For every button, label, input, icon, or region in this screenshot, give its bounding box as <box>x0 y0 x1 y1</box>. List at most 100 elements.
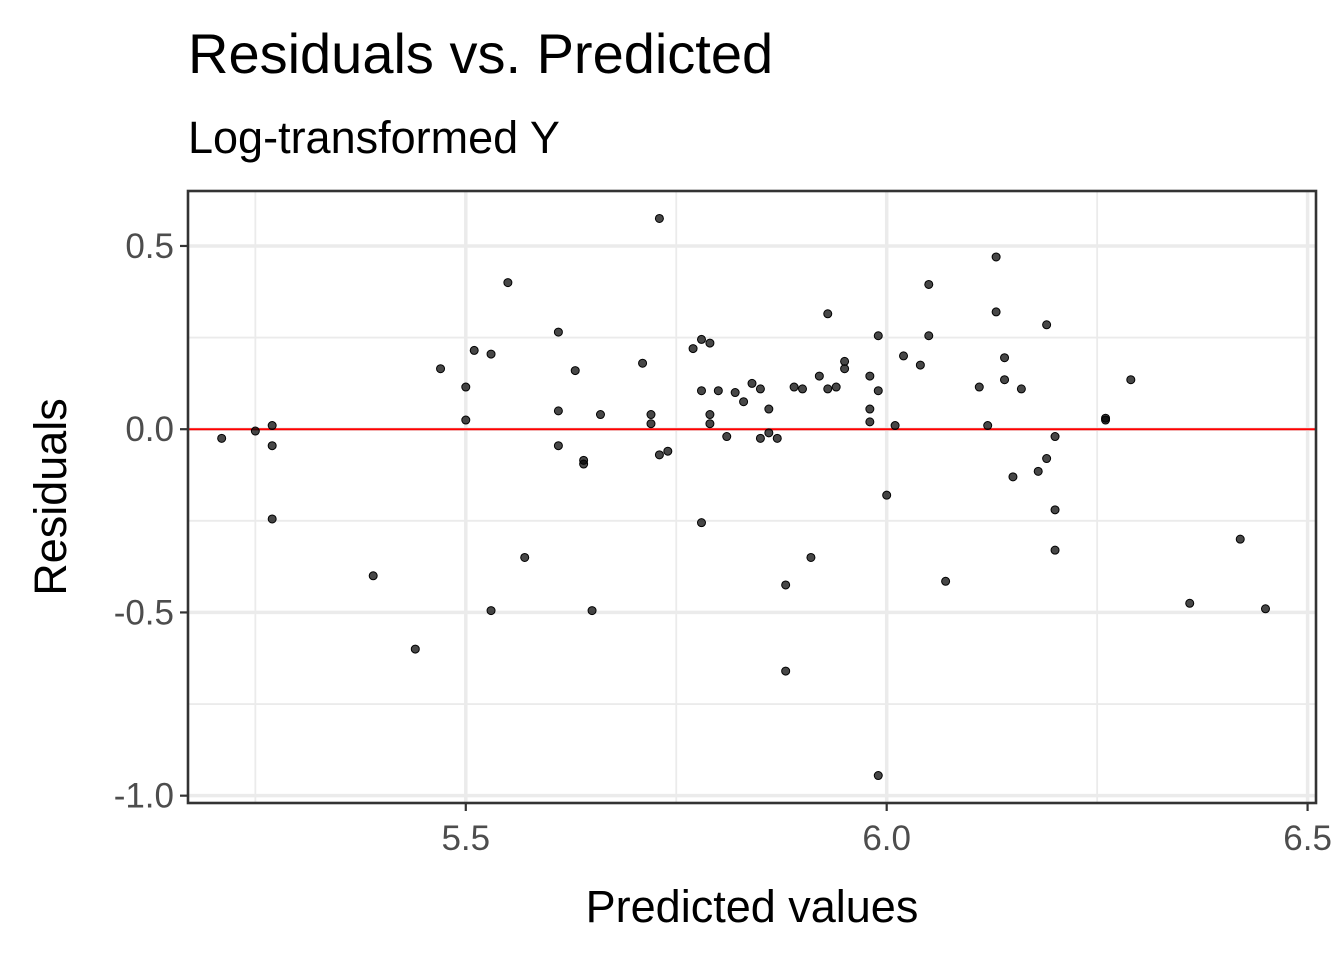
y-tick-label: 0.0 <box>125 410 174 449</box>
scatter-point <box>983 421 993 431</box>
data-points <box>217 213 1270 781</box>
y-tick-label: 0.5 <box>125 227 174 266</box>
grid-lines <box>188 191 1316 803</box>
scatter-point <box>368 571 378 581</box>
scatter-point <box>882 490 892 500</box>
scatter-point <box>486 349 496 359</box>
scatter-point <box>890 421 900 431</box>
scatter-point <box>654 450 664 460</box>
scatter-point <box>267 421 277 431</box>
scatter-point <box>520 552 530 562</box>
scatter-point <box>1042 454 1052 464</box>
scatter-point <box>873 331 883 341</box>
scatter-point <box>663 446 673 456</box>
scatter-point <box>654 213 664 223</box>
scatter-point <box>899 351 909 361</box>
scatter-point <box>764 428 774 438</box>
y-tick-label: -1.0 <box>114 777 174 816</box>
scatter-point <box>469 345 479 355</box>
scatter-point <box>587 606 597 616</box>
scatter-point <box>486 606 496 616</box>
scatter-point <box>1235 534 1245 544</box>
scatter-point <box>865 417 875 427</box>
scatter-point <box>991 307 1001 317</box>
scatter-point <box>806 552 816 562</box>
scatter-point <box>1101 413 1111 423</box>
plot-panel-border <box>186 189 1318 805</box>
scatter-point <box>873 386 883 396</box>
scatter-point <box>873 771 883 781</box>
y-tick-labels: -1.0 -0.5 0.0 0.5 <box>114 227 174 816</box>
scatter-point <box>781 666 791 676</box>
scatter-point <box>991 252 1001 262</box>
scatter-point <box>1008 472 1018 482</box>
scatter-point <box>553 406 563 416</box>
scatter-point <box>1042 320 1052 330</box>
scatter-point <box>461 415 471 425</box>
scatter-point <box>1260 604 1270 614</box>
x-tick-label: 6.0 <box>862 819 911 858</box>
scatter-point <box>924 331 934 341</box>
scatter-point <box>755 384 765 394</box>
scatter-point <box>1050 545 1060 555</box>
scatter-point <box>436 364 446 374</box>
scatter-point <box>941 576 951 586</box>
scatter-point <box>1050 505 1060 515</box>
scatter-point <box>865 404 875 414</box>
scatter-point <box>722 432 732 442</box>
scatter-point <box>840 356 850 366</box>
chart-subtitle: Log-transformed Y <box>188 112 560 163</box>
scatter-point <box>798 384 808 394</box>
scatter-point <box>705 419 715 429</box>
scatter-point <box>570 366 580 376</box>
scatter-point <box>764 404 774 414</box>
scatter-point <box>814 371 824 381</box>
y-tick-label: -0.5 <box>114 593 174 632</box>
scatter-point <box>730 388 740 398</box>
scatter-point <box>638 358 648 368</box>
scatter-point <box>646 419 656 429</box>
scatter-point <box>865 371 875 381</box>
x-tick-label: 6.5 <box>1283 819 1332 858</box>
scatter-point <box>579 459 589 469</box>
scatter-point <box>217 433 227 443</box>
scatter-point <box>688 344 698 354</box>
x-tick-labels: 5.5 6.0 6.5 <box>441 819 1331 858</box>
scatter-point <box>646 410 656 420</box>
scatter-point <box>924 279 934 289</box>
scatter-point <box>705 338 715 348</box>
scatter-point <box>1185 598 1195 608</box>
scatter-point <box>461 382 471 392</box>
scatter-point <box>696 386 706 396</box>
scatter-point <box>696 334 706 344</box>
scatter-point <box>739 397 749 407</box>
scatter-point <box>250 426 260 436</box>
scatter-point <box>781 580 791 590</box>
scatter-point <box>974 382 984 392</box>
scatter-point <box>1000 353 1010 363</box>
scatter-point <box>1033 466 1043 476</box>
scatter-point <box>755 433 765 443</box>
x-axis-title: Predicted values <box>586 881 919 932</box>
scatter-point <box>553 327 563 337</box>
scatter-point <box>1016 384 1026 394</box>
x-tick-label: 5.5 <box>441 819 490 858</box>
scatter-point <box>915 360 925 370</box>
scatter-point <box>1050 432 1060 442</box>
chart-title: Residuals vs. Predicted <box>188 22 773 85</box>
scatter-point <box>267 514 277 524</box>
scatter-point <box>503 278 513 288</box>
scatter-point <box>1000 375 1010 385</box>
scatter-point <box>553 441 563 451</box>
scatter-point <box>267 441 277 451</box>
scatter-point <box>823 309 833 319</box>
scatter-point <box>696 518 706 528</box>
scatter-point <box>713 386 723 396</box>
scatter-point <box>823 384 833 394</box>
scatter-point <box>595 410 605 420</box>
scatter-point <box>410 644 420 654</box>
scatter-point <box>747 378 757 388</box>
scatter-point <box>840 364 850 374</box>
scatter-point <box>705 410 715 420</box>
